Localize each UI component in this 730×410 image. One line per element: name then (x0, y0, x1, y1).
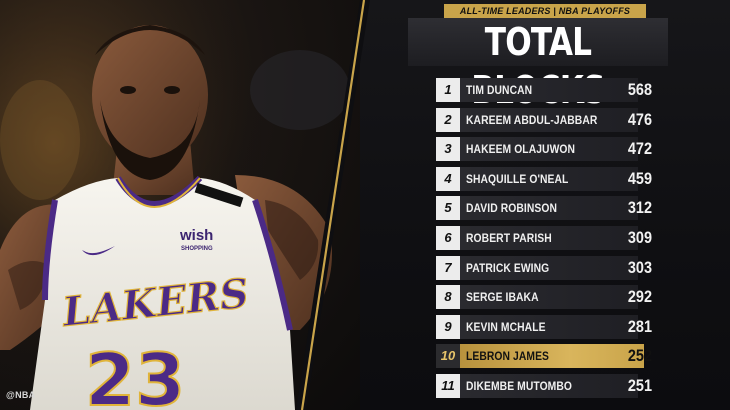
player-name: KEVIN MCHALE (466, 319, 546, 334)
player-name: LEBRON JAMES (466, 349, 550, 364)
title-background (408, 18, 668, 66)
blocks-value: 568 (627, 80, 652, 99)
player-name: HAKEEM OLAJUWON (466, 142, 576, 157)
rank-badge: 2 (436, 107, 460, 132)
blocks-value: 281 (627, 316, 652, 336)
leader-row: 1 TIM DUNCAN 568 (432, 78, 660, 102)
blocks-value: 251 (627, 375, 652, 395)
blocks-value: 459 (627, 168, 652, 188)
leader-row-highlighted: 10 LEBRON JAMES 252 (432, 344, 660, 369)
player-name: PATRICK EWING (466, 260, 550, 275)
leader-row: 3 HAKEEM OLAJUWON 472 (432, 137, 660, 162)
player-name: KAREEM ABDUL-JABBAR (466, 112, 598, 127)
photo-credit: @NBA (6, 390, 36, 400)
blocks-value: 472 (627, 139, 652, 159)
rank-badge: 5 (436, 196, 460, 221)
row-bar (460, 107, 638, 132)
row-bar (460, 166, 638, 191)
blocks-value: 476 (627, 109, 652, 129)
player-name: ROBERT PARISH (466, 230, 552, 245)
header-tag: ALL-TIME LEADERS | NBA PLAYOFFS (444, 4, 646, 18)
row-bar (460, 255, 638, 280)
rank-badge: 6 (436, 225, 460, 250)
row-bar (460, 78, 638, 102)
player-name: DIKEMBE MUTOMBO (466, 378, 573, 393)
leader-row: 4 SHAQUILLE O'NEAL 459 (432, 166, 660, 191)
sponsor-logo: wish (179, 227, 213, 244)
blocks-value: 312 (627, 198, 652, 218)
row-bar (460, 373, 638, 398)
row-bar (460, 225, 638, 250)
blocks-value: 309 (627, 227, 652, 247)
leader-row: 5 DAVID ROBINSON 312 (432, 196, 660, 221)
blocks-value: 292 (627, 287, 652, 307)
leader-row: 6 ROBERT PARISH 309 (432, 225, 660, 250)
row-bar (460, 285, 638, 310)
blocks-value: 252 (627, 346, 652, 366)
rank-badge: 9 (436, 314, 460, 339)
leader-row: 8 SERGE IBAKA 292 (432, 285, 660, 310)
leaders-list: 1 TIM DUNCAN 568 2 KAREEM ABDUL-JABBAR 4… (432, 78, 660, 404)
leader-row: 2 KAREEM ABDUL-JABBAR 476 (432, 107, 660, 132)
blocks-value: 303 (627, 257, 652, 277)
player-name: SERGE IBAKA (466, 290, 539, 305)
rank-badge: 4 (436, 166, 460, 191)
player-photo: wish SHOPPING LAKERS 23 @NBA (0, 0, 360, 410)
rank-badge: 10 (436, 344, 460, 369)
row-bar (460, 137, 638, 162)
row-bar (460, 344, 644, 369)
rank-badge: 3 (436, 137, 460, 162)
player-name: DAVID ROBINSON (466, 201, 558, 216)
row-bar (460, 314, 638, 339)
jersey-number: 23 (85, 338, 185, 410)
leader-row: 11 DIKEMBE MUTOMBO 251 (432, 373, 660, 398)
leader-row: 7 PATRICK EWING 303 (432, 255, 660, 280)
rank-badge: 8 (436, 285, 460, 310)
row-bar (460, 196, 638, 221)
leader-row: 9 KEVIN MCHALE 281 (432, 314, 660, 339)
player-name: SHAQUILLE O'NEAL (466, 171, 569, 186)
sponsor-subtext: SHOPPING (181, 246, 213, 252)
rank-badge: 1 (436, 78, 460, 102)
player-illustration: wish SHOPPING LAKERS 23 (0, 0, 360, 410)
page-title: TOTAL BLOCKS (471, 20, 605, 112)
player-name: TIM DUNCAN (466, 83, 533, 97)
rank-badge: 11 (436, 373, 460, 398)
rank-badge: 7 (436, 255, 460, 280)
